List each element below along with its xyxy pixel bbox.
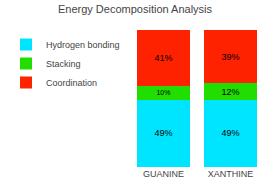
- svg-text:GUANINE: GUANINE: [143, 169, 184, 179]
- svg-text:Energy Decomposition Analysis: Energy Decomposition Analysis: [58, 3, 213, 15]
- svg-text:Stacking: Stacking: [46, 59, 81, 69]
- svg-text:49%: 49%: [221, 128, 239, 138]
- svg-text:49%: 49%: [154, 128, 172, 138]
- svg-text:Hydrogen bonding: Hydrogen bonding: [46, 40, 120, 50]
- svg-text:39%: 39%: [221, 52, 239, 62]
- svg-text:XANTHINE: XANTHINE: [208, 169, 254, 179]
- svg-text:10%: 10%: [156, 89, 170, 96]
- svg-text:41%: 41%: [154, 53, 172, 63]
- svg-text:12%: 12%: [221, 87, 239, 97]
- svg-text:Coordination: Coordination: [46, 78, 97, 88]
